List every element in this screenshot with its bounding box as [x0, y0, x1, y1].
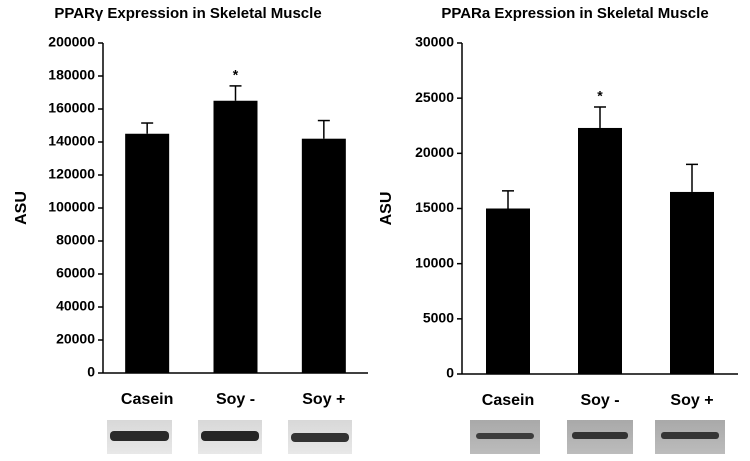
bar [670, 191, 714, 374]
blot-band [661, 432, 719, 439]
x-tick-label: Soy + [302, 391, 345, 408]
y-axis-label: ASU [378, 192, 395, 226]
blot-band [572, 432, 628, 439]
significance-marker: * [597, 88, 603, 104]
y-tick-label: 60000 [56, 265, 95, 281]
blot-band [201, 431, 259, 441]
x-tick-label: Soy - [216, 391, 255, 408]
blot-band [110, 431, 169, 441]
western-blots [107, 420, 725, 454]
chart-title: PPARa Expression in Skeletal Muscle [441, 5, 708, 22]
x-tick-label: Casein [482, 392, 534, 409]
y-tick-label: 40000 [56, 298, 95, 314]
y-tick-label: 200000 [48, 34, 95, 50]
significance-marker: * [233, 67, 239, 83]
blot-band [476, 433, 534, 439]
y-tick-label: 10000 [415, 254, 454, 270]
y-tick-label: 0 [446, 365, 454, 381]
y-tick-label: 25000 [415, 89, 454, 105]
blot-band [291, 433, 349, 442]
y-tick-label: 20000 [415, 144, 454, 160]
bar [125, 133, 170, 373]
y-tick-label: 180000 [48, 67, 95, 83]
x-tick-label: Casein [121, 391, 173, 408]
chart-title: PPARγ Expression in Skeletal Muscle [54, 5, 321, 22]
bar [578, 127, 622, 374]
chart: PPARγ Expression in Skeletal Muscle ASU 0 2… [13, 5, 368, 408]
y-tick-label: 5000 [423, 310, 454, 326]
bar [213, 100, 258, 373]
y-tick-label: 15000 [415, 199, 454, 215]
bar [486, 208, 530, 374]
chart: PPARa Expression in Skeletal Muscle ASU 0 5… [378, 5, 738, 409]
y-tick-label: 80000 [56, 232, 95, 248]
y-tick-label: 140000 [48, 133, 95, 149]
x-tick-label: Soy - [580, 392, 619, 409]
bar [301, 138, 346, 373]
y-tick-label: 20000 [56, 331, 95, 347]
y-axis-label: ASU [13, 191, 30, 225]
y-tick-label: 160000 [48, 100, 95, 116]
x-tick-label: Soy + [670, 392, 713, 409]
y-tick-label: 100000 [48, 199, 95, 215]
y-tick-label: 120000 [48, 166, 95, 182]
y-tick-label: 30000 [415, 34, 454, 50]
y-tick-label: 0 [87, 364, 95, 380]
